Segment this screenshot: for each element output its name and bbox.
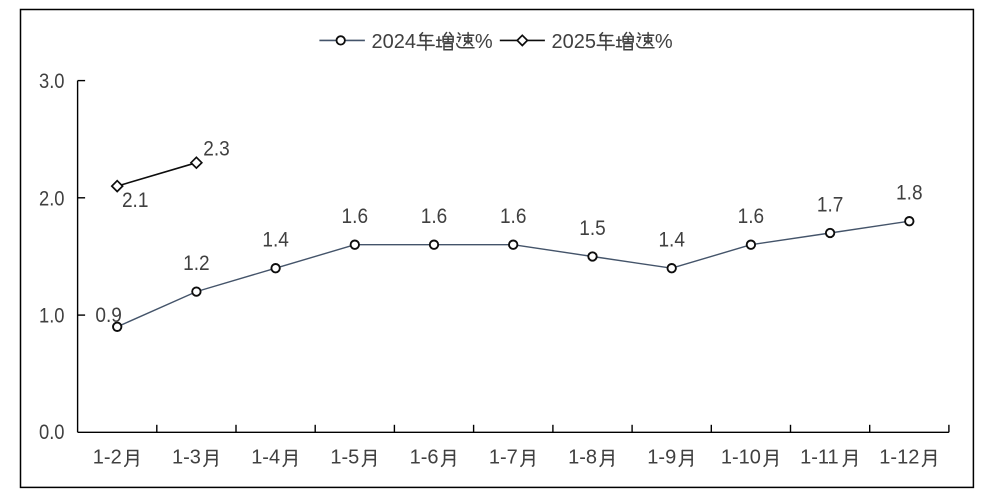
svg-text:1.4: 1.4 [658, 229, 685, 252]
svg-text:1.0: 1.0 [39, 305, 65, 328]
svg-text:2.1: 2.1 [122, 189, 149, 212]
svg-text:1.6: 1.6 [738, 205, 765, 228]
svg-text:2.3: 2.3 [203, 138, 230, 161]
svg-text:2.0: 2.0 [39, 187, 65, 210]
svg-text:1-7: 1-7 [489, 447, 518, 469]
svg-text:1.8: 1.8 [896, 182, 923, 205]
svg-text:%: % [655, 31, 673, 53]
svg-text:%: % [475, 31, 493, 53]
svg-text:1.2: 1.2 [183, 252, 210, 275]
svg-text:1.4: 1.4 [262, 229, 289, 252]
svg-text:0.9: 0.9 [95, 304, 122, 327]
svg-text:1-8: 1-8 [568, 447, 597, 469]
svg-text:1.7: 1.7 [817, 193, 844, 216]
svg-text:1-6: 1-6 [410, 447, 439, 469]
svg-text:1-10: 1-10 [721, 447, 761, 469]
svg-text:1-4: 1-4 [251, 447, 280, 469]
svg-text:1.6: 1.6 [500, 205, 527, 228]
svg-text:1.5: 1.5 [579, 217, 606, 240]
svg-text:1-2: 1-2 [93, 447, 122, 469]
svg-text:1-11: 1-11 [800, 447, 839, 469]
svg-text:3.0: 3.0 [39, 70, 65, 93]
svg-text:1.6: 1.6 [342, 205, 369, 228]
svg-text:1-12: 1-12 [879, 447, 919, 469]
svg-text:1-9: 1-9 [647, 447, 676, 469]
svg-text:2024: 2024 [372, 31, 417, 53]
svg-text:0.0: 0.0 [39, 421, 65, 444]
svg-text:1.6: 1.6 [421, 205, 448, 228]
svg-text:1-5: 1-5 [330, 447, 359, 469]
svg-text:2025: 2025 [552, 31, 597, 53]
svg-text:1-3: 1-3 [172, 447, 201, 469]
